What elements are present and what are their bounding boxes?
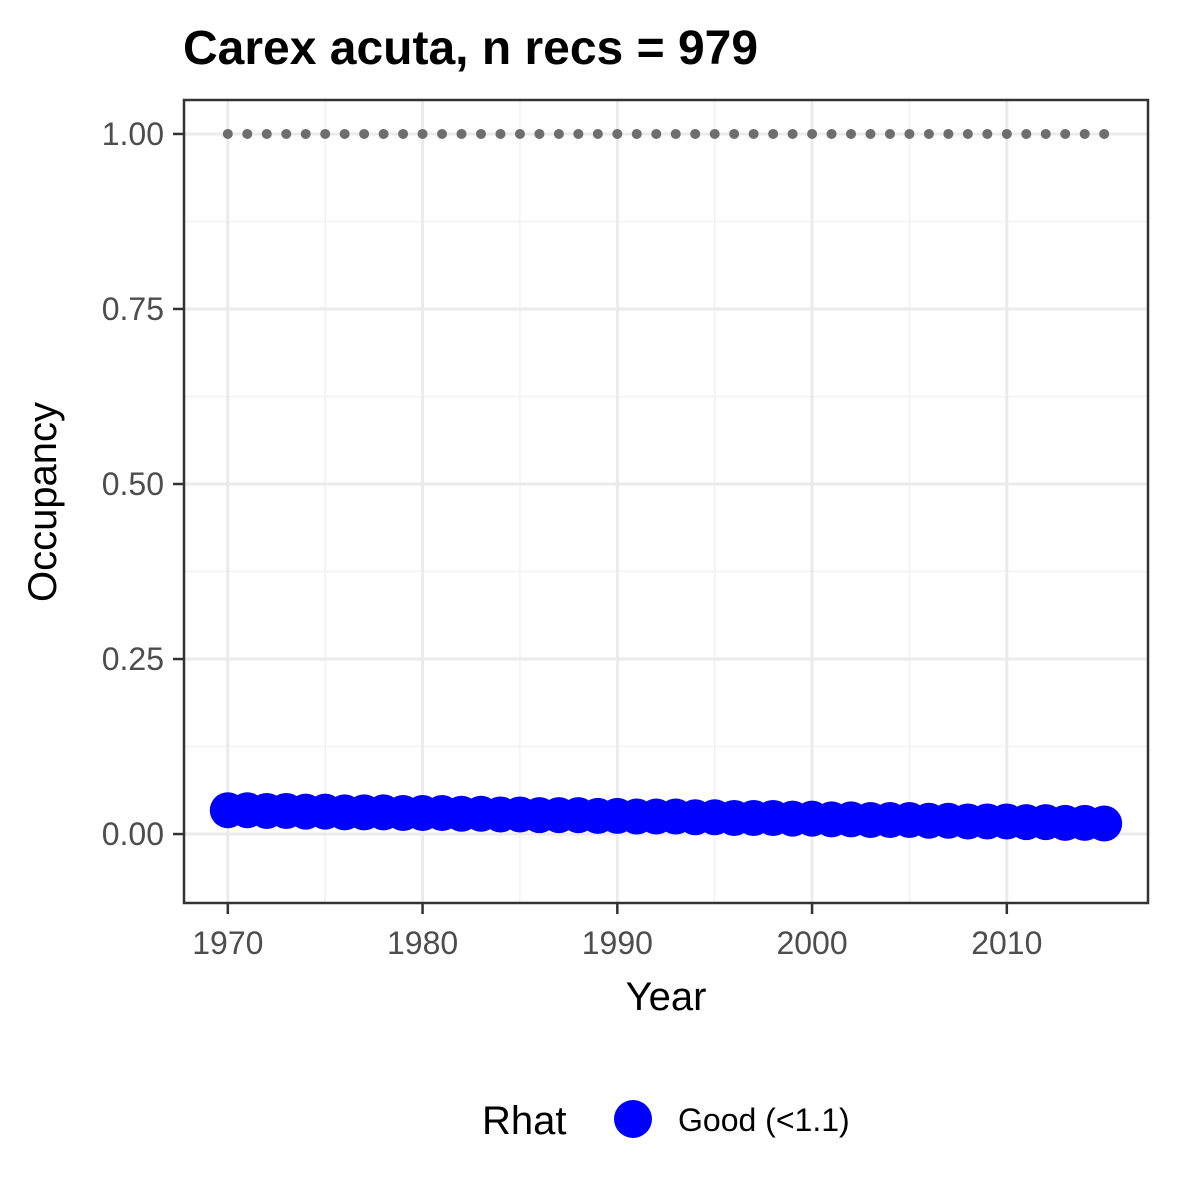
x-tick-label: 1990 <box>582 925 653 961</box>
dotted-line-point <box>1040 128 1051 139</box>
dotted-line-point <box>514 128 525 139</box>
dotted-line-point <box>884 128 895 139</box>
dotted-line-point <box>904 128 915 139</box>
y-tick-label: 0.75 <box>102 291 164 327</box>
dotted-line-point <box>417 128 428 139</box>
dotted-line-point <box>826 128 837 139</box>
x-tick-label: 2000 <box>776 925 847 961</box>
dotted-line-point <box>709 128 720 139</box>
dotted-line-point <box>631 128 642 139</box>
dotted-line-point <box>242 128 253 139</box>
x-tick-label: 1980 <box>387 925 458 961</box>
dotted-line-point <box>437 128 448 139</box>
dotted-line-point <box>378 128 389 139</box>
occupancy-series <box>209 792 1123 842</box>
y-tick-label: 1.00 <box>102 116 164 152</box>
upper-dotted-series <box>222 128 1110 139</box>
dotted-line-point <box>690 128 701 139</box>
dotted-line-point <box>495 128 506 139</box>
dotted-line-point <box>456 128 467 139</box>
dotted-line-point <box>339 128 350 139</box>
dotted-line-point <box>670 128 681 139</box>
dotted-line-point <box>748 128 759 139</box>
dotted-line-point <box>398 128 409 139</box>
dotted-line-point <box>982 128 993 139</box>
dotted-line-point <box>768 128 779 139</box>
dotted-line-point <box>359 128 370 139</box>
dotted-line-point <box>534 128 545 139</box>
dotted-line-point <box>962 128 973 139</box>
y-axis-title: Occupancy <box>21 402 65 602</box>
dotted-line-point <box>846 128 857 139</box>
dotted-line-point <box>651 128 662 139</box>
dotted-line-point <box>1099 128 1110 139</box>
legend-key-good-circle <box>614 1100 652 1138</box>
dotted-line-point <box>300 128 311 139</box>
axis-ticks: 1970 1980 1990 2000 2010 0.00 0.25 0.50 0.75 1.00 <box>102 116 1043 961</box>
dotted-line-point <box>1079 128 1090 139</box>
plot-panel-background <box>184 100 1148 903</box>
dotted-line-point <box>1060 128 1071 139</box>
dotted-line-point <box>281 128 292 139</box>
dotted-line-point <box>787 128 798 139</box>
dotted-line-point <box>320 128 331 139</box>
legend-title: Rhat <box>482 1099 567 1143</box>
x-tick-label: 1970 <box>192 925 263 961</box>
y-tick-label: 0.25 <box>102 641 164 677</box>
dotted-line-point <box>475 128 486 139</box>
legend: Rhat Good (<1.1) <box>482 1099 850 1143</box>
y-tick-label: 0.00 <box>102 816 164 852</box>
dotted-line-point <box>612 128 623 139</box>
dotted-line-point <box>553 128 564 139</box>
dotted-line-point <box>923 128 934 139</box>
x-tick-label: 2010 <box>971 925 1042 961</box>
dotted-line-point <box>807 128 818 139</box>
dotted-line-point <box>592 128 603 139</box>
dotted-line-point <box>1001 128 1012 139</box>
occupancy-point <box>1086 805 1123 842</box>
dotted-line-point <box>865 128 876 139</box>
chart-title: Carex acuta, n recs = 979 <box>183 22 758 75</box>
x-axis-title: Year <box>626 975 707 1019</box>
dotted-line-point <box>222 128 233 139</box>
dotted-line-point <box>729 128 740 139</box>
y-tick-label: 0.50 <box>102 466 164 502</box>
dotted-line-point <box>573 128 584 139</box>
legend-label-good: Good (<1.1) <box>678 1102 850 1138</box>
dotted-line-point <box>943 128 954 139</box>
dotted-line-point <box>261 128 272 139</box>
dotted-line-point <box>1021 128 1032 139</box>
plot-panel-border <box>182 98 1150 905</box>
